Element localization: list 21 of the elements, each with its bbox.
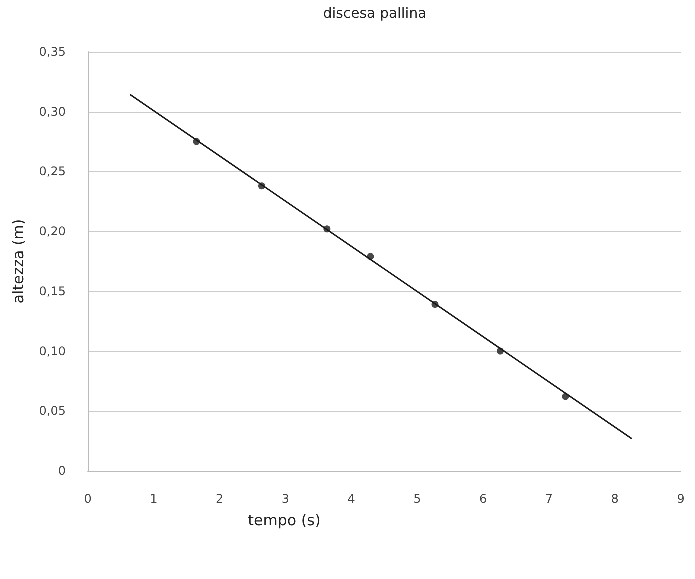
- y-tick-label: 0,05: [39, 404, 66, 418]
- x-tick-label: 0: [84, 492, 92, 506]
- y-tick-label: 0,20: [39, 224, 66, 239]
- y-tick-label: 0,25: [39, 164, 66, 179]
- y-tick-label: 0: [58, 464, 66, 478]
- x-tick-label: 6: [480, 492, 488, 506]
- x-tick-label: 5: [414, 492, 422, 506]
- y-tick-label: 0,10: [39, 344, 66, 358]
- x-tick-label: 1: [150, 492, 158, 506]
- y-tick-label: 0,30: [39, 104, 66, 119]
- x-tick-label: 4: [348, 492, 356, 506]
- x-tick-label: 9: [677, 492, 685, 506]
- chart-title: discesa pallina: [323, 6, 427, 22]
- x-axis-title: tempo (s): [248, 512, 321, 530]
- x-tick-label: 2: [216, 492, 224, 506]
- x-tick-label: 7: [545, 492, 554, 506]
- x-tick-label: 3: [282, 492, 290, 506]
- y-tick-label: 0,35: [39, 45, 66, 59]
- y-axis-title: altezza (m): [10, 219, 28, 304]
- x-tick-label: 8: [611, 492, 619, 506]
- y-tick-label: 0,15: [39, 284, 66, 298]
